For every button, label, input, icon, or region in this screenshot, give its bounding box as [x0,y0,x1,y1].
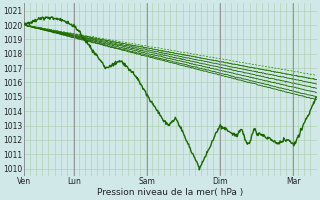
X-axis label: Pression niveau de la mer( hPa ): Pression niveau de la mer( hPa ) [97,188,244,197]
